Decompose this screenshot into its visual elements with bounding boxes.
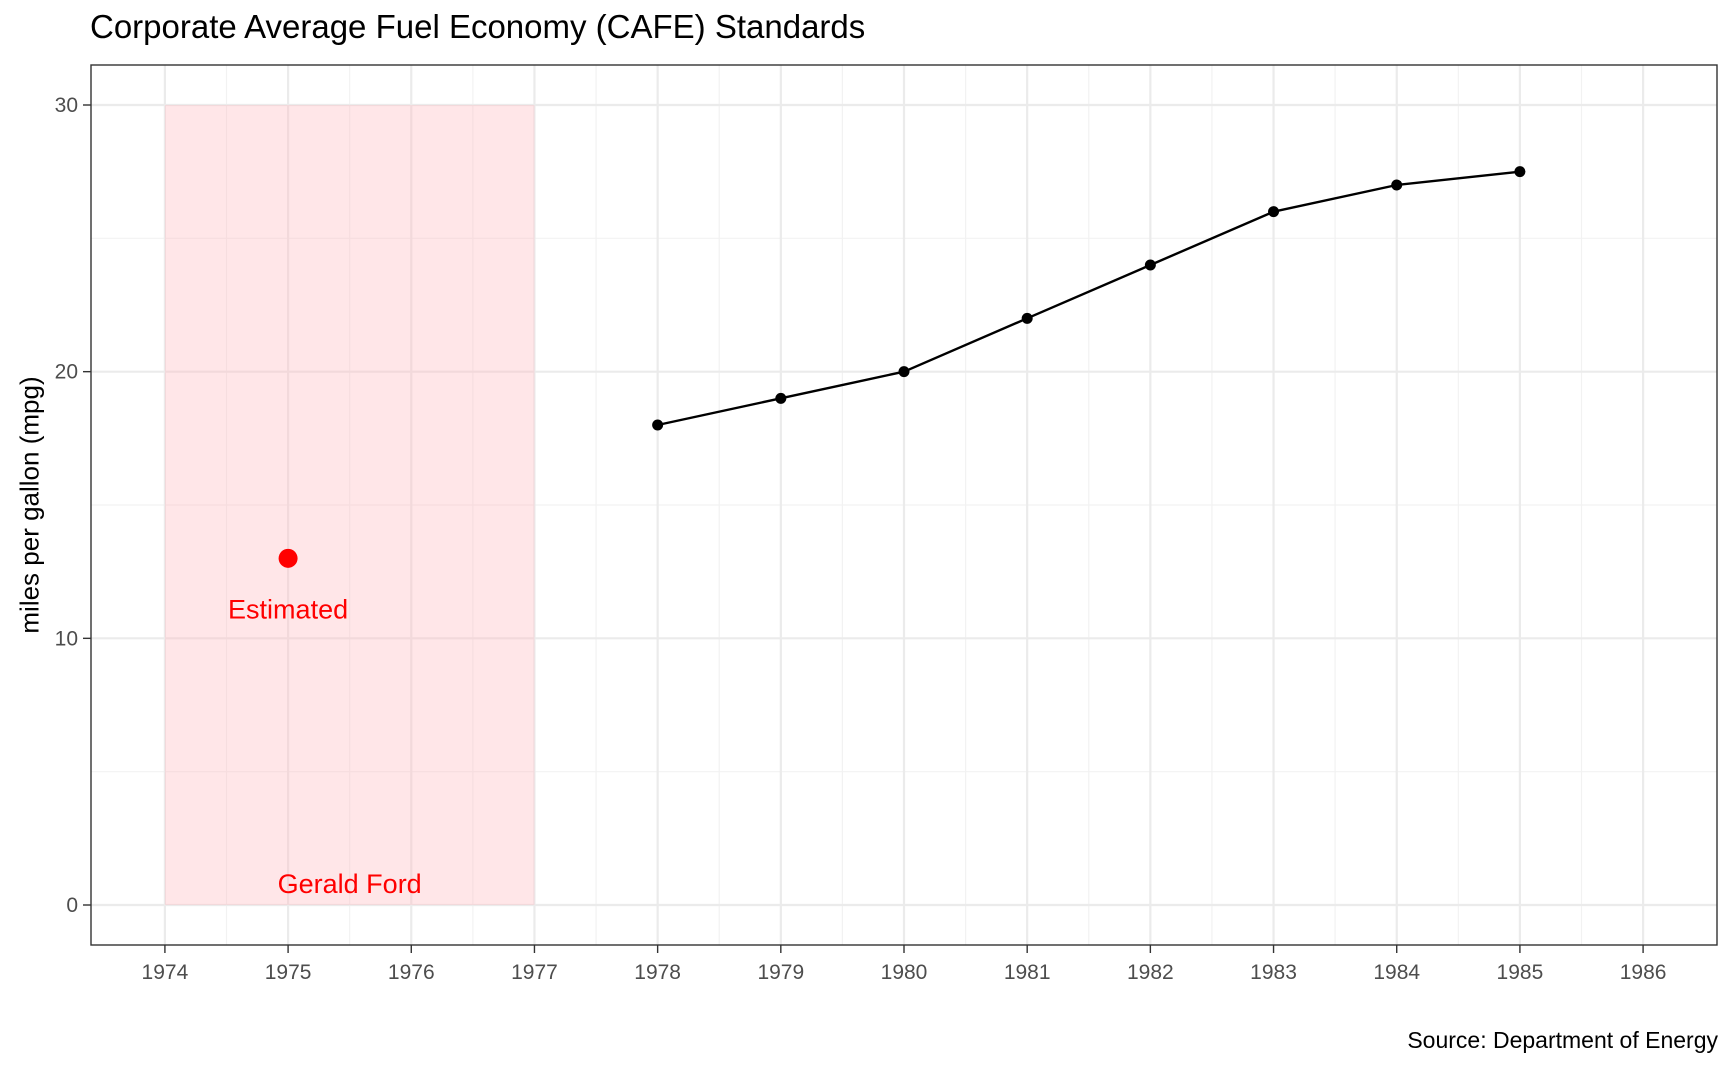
data-point-1980 bbox=[898, 366, 910, 378]
data-point-1982 bbox=[1144, 259, 1156, 271]
x-tick-label-1986: 1986 bbox=[1620, 961, 1667, 984]
shaded-region-gerald-ford bbox=[164, 105, 535, 905]
x-tick-label-1977: 1977 bbox=[511, 961, 558, 984]
x-tick-label-1978: 1978 bbox=[634, 961, 681, 984]
x-tick-label-1974: 1974 bbox=[142, 961, 189, 984]
x-tick-label-1983: 1983 bbox=[1250, 961, 1297, 984]
y-tick-label-20: 20 bbox=[55, 361, 78, 384]
y-tick-label-0: 0 bbox=[66, 894, 78, 917]
data-point-1984 bbox=[1391, 179, 1403, 191]
x-tick-label-1981: 1981 bbox=[1004, 961, 1051, 984]
x-tick-label-1984: 1984 bbox=[1373, 961, 1420, 984]
x-tick-label-1980: 1980 bbox=[881, 961, 928, 984]
estimated-label: Estimated bbox=[228, 594, 348, 624]
region-label-gerald-ford: Gerald Ford bbox=[278, 869, 422, 899]
y-tick-label-10: 10 bbox=[55, 627, 78, 650]
estimated-point bbox=[278, 548, 298, 568]
data-point-1978 bbox=[652, 419, 664, 431]
data-point-1983 bbox=[1268, 206, 1280, 218]
series-line bbox=[657, 170, 1521, 427]
data-point-1979 bbox=[775, 392, 787, 404]
y-tick-label-30: 30 bbox=[55, 94, 78, 117]
chart-title: Corporate Average Fuel Economy (CAFE) St… bbox=[90, 8, 866, 45]
data-point-1985 bbox=[1514, 166, 1526, 178]
x-tick-label-1976: 1976 bbox=[388, 961, 435, 984]
x-tick-label-1982: 1982 bbox=[1127, 961, 1174, 984]
chart-caption: Source: Department of Energy bbox=[1407, 1027, 1718, 1053]
data-point-1981 bbox=[1021, 312, 1033, 324]
x-tick-label-1975: 1975 bbox=[265, 961, 312, 984]
x-tick-label-1979: 1979 bbox=[757, 961, 804, 984]
x-tick-label-1985: 1985 bbox=[1497, 961, 1544, 984]
